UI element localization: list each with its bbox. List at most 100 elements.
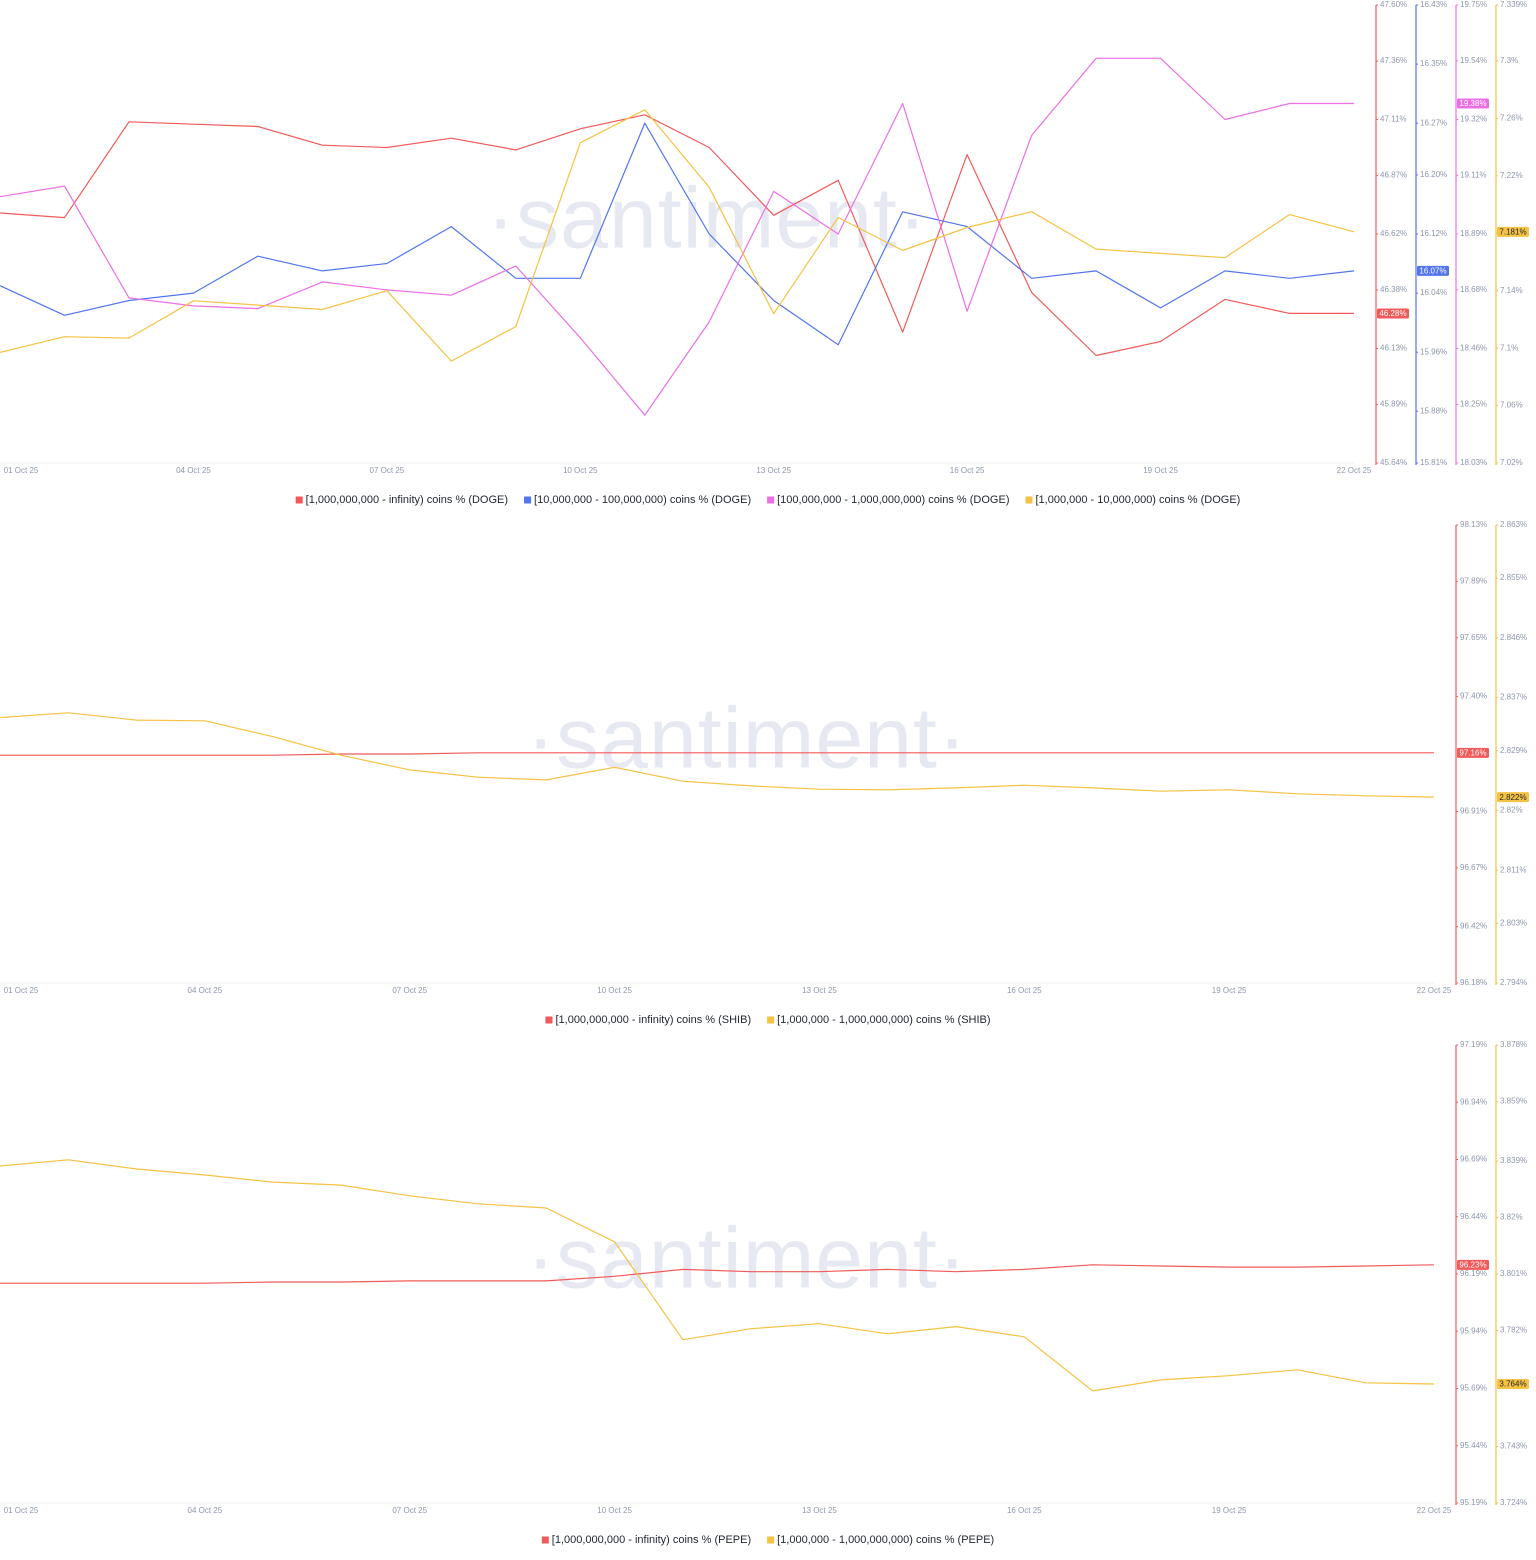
x-tick-label: 04 Oct 25 [176,466,211,475]
x-tick-label: 22 Oct 25 [1417,986,1452,995]
x-tick-label: 01 Oct 25 [4,466,39,475]
y-tick-label: 18.03% [1460,458,1487,467]
y-tick-label: 15.88% [1420,406,1447,415]
legend-label: [1,000,000,000 - infinity) coins % (DOGE… [306,494,508,506]
legend-label: [1,000,000 - 1,000,000,000) coins % (PEP… [777,1534,994,1546]
y-tick-label: 45.89% [1380,400,1407,409]
legend-swatch [541,1536,549,1544]
y-tick-label: 2.829% [1500,746,1527,755]
x-tick-label: 13 Oct 25 [756,466,791,475]
x-tick-label: 13 Oct 25 [802,1506,837,1515]
y-tick-label: 2.811% [1500,865,1527,874]
last-value-badge [1497,226,1529,237]
y-tick-label: 19.32% [1460,115,1487,124]
series-line [0,712,1435,798]
x-tick-label: 01 Oct 25 [4,986,39,995]
y-tick-label: 16.27% [1420,118,1447,127]
legend-swatch [524,496,532,504]
last-value-badge [1497,792,1529,803]
y-tick-label: 7.1% [1500,343,1518,352]
y-tick-label: 18.25% [1460,400,1487,409]
y-tick-label: 18.89% [1460,229,1487,238]
legend-swatch [1025,496,1033,504]
y-tick-label: 19.75% [1460,0,1487,9]
y-tick-label: 3.743% [1500,1442,1527,1451]
chart: ·santiment· 01 Oct 25 04 Oct 25 07 Oct 25 10… [0,0,1529,506]
y-tick-label: 2.863% [1500,520,1527,529]
y-tick-label: 3.782% [1500,1326,1527,1335]
x-tick-label: 16 Oct 25 [1007,986,1042,995]
y-tick-label: 3.724% [1500,1498,1527,1507]
last-value-badge [1457,98,1489,109]
y-tick-label: 96.91% [1460,807,1487,816]
y-tick-label: 98.13% [1460,520,1487,529]
y-tick-label: 3.839% [1500,1156,1527,1165]
y-tick-label: 45.64% [1380,458,1407,467]
y-tick-label: 96.19% [1460,1269,1487,1278]
series-line [0,1159,1435,1392]
y-tick-label: 96.94% [1460,1097,1487,1106]
series-line [0,109,1355,362]
x-tick-label: 10 Oct 25 [563,466,598,475]
y-tick-label: 16.04% [1420,288,1447,297]
last-value-badge [1457,747,1489,758]
x-tick-label: 13 Oct 25 [802,986,837,995]
chart: ·santiment· 01 Oct 25 04 Oct 25 07 Oct 25 10… [0,1040,1529,1546]
x-tick-label: 19 Oct 25 [1212,1506,1247,1515]
x-tick-label: 22 Oct 25 [1337,466,1372,475]
legend-label: [1,000,000,000 - infinity) coins % (PEPE… [552,1534,751,1546]
y-tick-label: 7.26% [1500,114,1523,123]
legend-label: [10,000,000 - 100,000,000) coins % (DOGE… [534,494,751,506]
y-tick-label: 3.859% [1500,1097,1527,1106]
y-tick-label: 18.46% [1460,344,1487,353]
y-tick-label: 3.878% [1500,1040,1527,1049]
y-tick-label: 2.794% [1500,978,1527,987]
last-value-badge [1457,1259,1489,1270]
y-tick-label: 2.846% [1500,633,1527,642]
y-tick-label: 97.19% [1460,1040,1487,1049]
y-tick-label: 3.82% [1500,1213,1523,1222]
x-tick-label: 07 Oct 25 [392,986,427,995]
y-tick-label: 2.837% [1500,693,1527,702]
y-tick-label: 7.02% [1500,458,1523,467]
x-tick-label: 22 Oct 25 [1417,1506,1452,1515]
legend-swatch [767,1536,775,1544]
y-tick-label: 7.06% [1500,401,1523,410]
y-tick-label: 18.68% [1460,285,1487,294]
y-tick-label: 97.65% [1460,633,1487,642]
last-value-badge [1497,1379,1529,1390]
y-tick-label: 96.42% [1460,922,1487,931]
y-tick-label: 95.94% [1460,1326,1487,1335]
y-tick-label: 97.89% [1460,576,1487,585]
y-tick-label: 96.67% [1460,863,1487,872]
y-tick-label: 95.69% [1460,1384,1487,1393]
legend: [1,000,000,000 - infinity) coins % (SHIB… [545,1014,991,1026]
x-tick-label: 07 Oct 25 [370,466,405,475]
y-tick-label: 15.81% [1420,458,1447,467]
series-line [0,57,1354,416]
y-tick-label: 19.54% [1460,56,1487,65]
y-tick-label: 16.43% [1420,0,1447,9]
y-tick-label: 46.62% [1380,229,1407,238]
x-tick-label: 19 Oct 25 [1143,466,1178,475]
y-tick-label: 19.11% [1460,171,1487,180]
series-line [0,752,1434,756]
series-line [0,1264,1435,1284]
y-tick-label: 7.22% [1500,171,1523,180]
y-tick-label: 47.36% [1380,56,1407,65]
y-tick-label: 2.803% [1500,918,1527,927]
legend-swatch [767,1016,775,1024]
y-tick-label: 96.69% [1460,1155,1487,1164]
y-tick-label: 95.19% [1460,1498,1487,1507]
chart: ·santiment· 01 Oct 25 04 Oct 25 07 Oct 25 10… [0,520,1529,1026]
last-value-label: 3.764% [1499,1380,1526,1389]
x-tick-label: 10 Oct 25 [597,1506,632,1515]
x-tick-label: 07 Oct 25 [392,1506,427,1515]
y-tick-label: 46.38% [1380,285,1407,294]
y-tick-label: 2.82% [1500,806,1523,815]
x-tick-label: 04 Oct 25 [188,986,223,995]
legend-swatch [295,496,303,504]
y-tick-label: 46.13% [1380,344,1407,353]
